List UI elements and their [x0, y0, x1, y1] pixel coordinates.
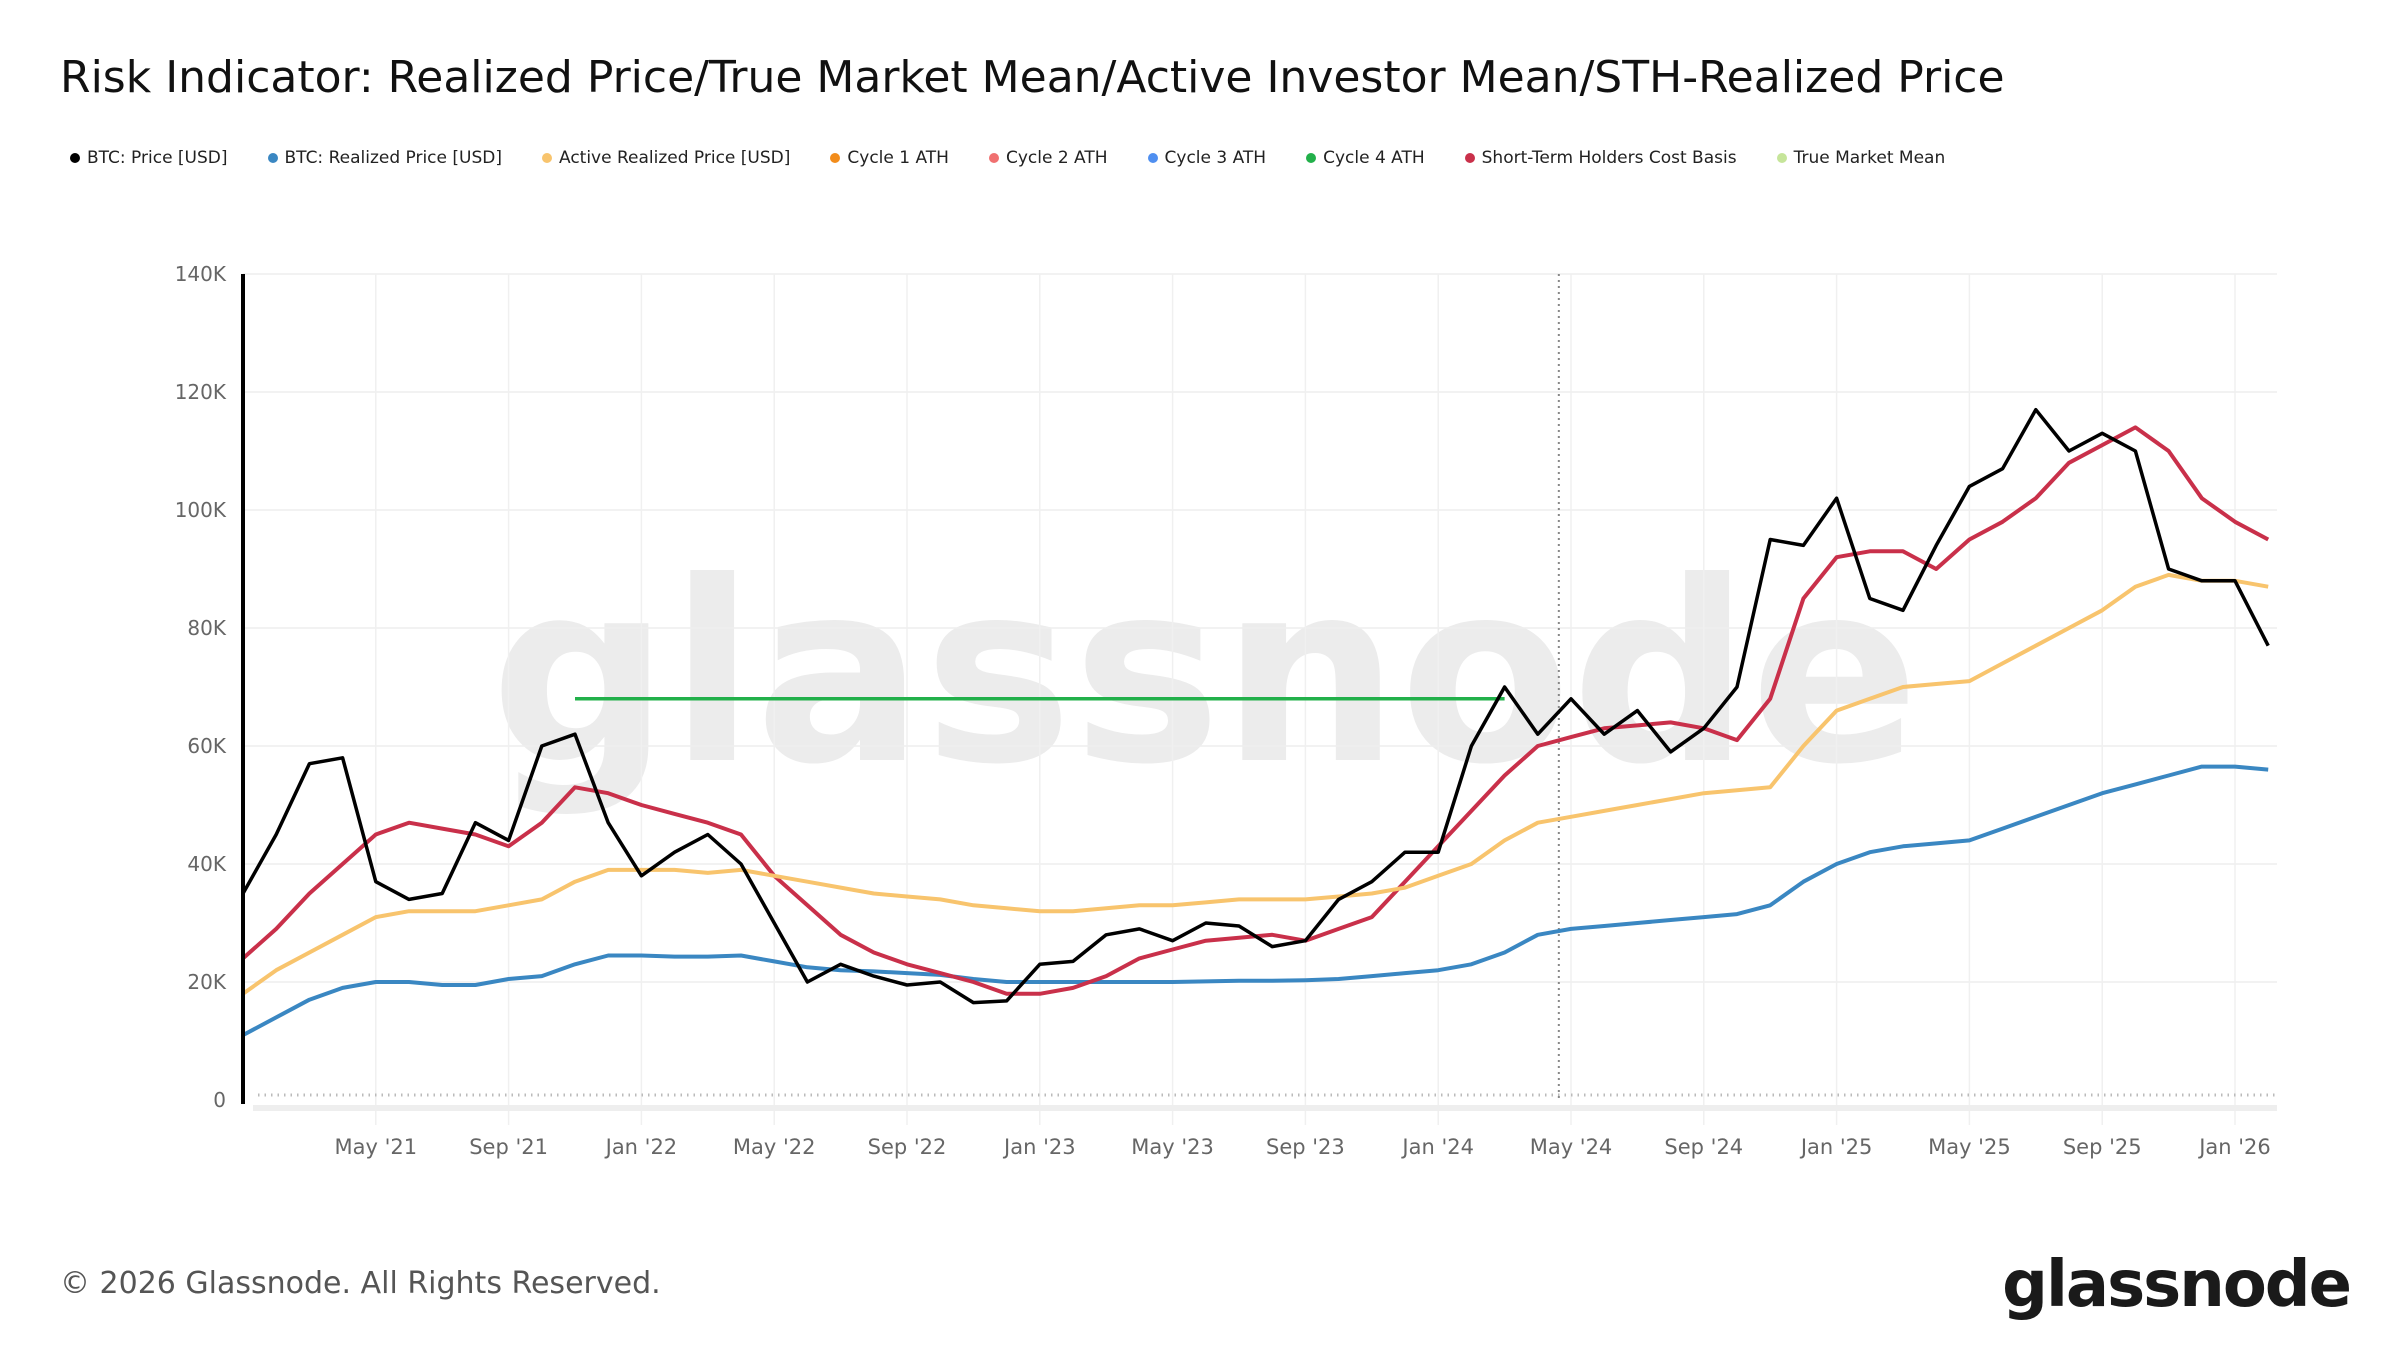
x-tick-label: Jan '26 — [2197, 1135, 2271, 1159]
series-line-btc-price-usd — [241, 407, 2270, 1005]
x-tick-label: Sep '24 — [1664, 1135, 1743, 1159]
legend-dot-icon — [1464, 153, 1475, 163]
y-tick-label: 20K — [187, 970, 226, 994]
y-tick-label: 0 — [213, 1088, 226, 1112]
legend-label: Short-Term Holders Cost Basis — [1481, 148, 1737, 168]
legend-dot-icon — [541, 153, 552, 163]
legend-dot-icon — [1306, 153, 1317, 163]
range-scrollbar[interactable] — [253, 1105, 2277, 1111]
legend-item[interactable]: Cycle 4 ATH — [1306, 148, 1425, 168]
legend-item[interactable]: Cycle 3 ATH — [1147, 148, 1267, 168]
legend-dot-icon — [70, 153, 80, 163]
x-tick-label: Jan '24 — [1400, 1135, 1474, 1159]
legend-label: Cycle 4 ATH — [1323, 148, 1425, 168]
legend-dot-icon — [830, 153, 841, 163]
legend-label: Cycle 3 ATH — [1164, 148, 1267, 168]
x-tick-label: Sep '23 — [1266, 1135, 1345, 1159]
glassnode-logo: glassnode — [2002, 1248, 2352, 1322]
series-line-btc-realized-price-usd — [242, 764, 2269, 1037]
x-tick-label: May '25 — [1928, 1135, 2011, 1159]
legend-dot-icon — [1776, 153, 1787, 163]
y-tick-label: 120K — [175, 380, 227, 404]
legend-label: True Market Mean — [1793, 148, 1946, 168]
legend-item[interactable]: True Market Mean — [1776, 148, 1946, 168]
x-tick-label: May '22 — [733, 1135, 816, 1159]
y-tick-label: 60K — [187, 734, 226, 758]
legend-label: Cycle 2 ATH — [1005, 148, 1108, 168]
legend-item[interactable]: Cycle 2 ATH — [988, 148, 1108, 168]
legend-dot-icon — [267, 153, 278, 163]
copyright: © 2026 Glassnode. All Rights Reserved. — [60, 1266, 661, 1301]
legend-item[interactable]: BTC: Realized Price [USD] — [267, 148, 502, 168]
x-tick-label: May '21 — [335, 1135, 418, 1159]
x-tick-label: Sep '21 — [469, 1135, 548, 1159]
legend-label: BTC: Price [USD] — [87, 148, 228, 168]
series-line-active-realized-price-usd — [241, 572, 2269, 996]
legend: BTC: Price [USD] BTC: Realized Price [USD… — [70, 148, 1945, 168]
legend-dot-icon — [1147, 153, 1158, 163]
y-tick-label: 40K — [187, 852, 226, 876]
legend-item[interactable]: BTC: Price [USD] — [70, 148, 228, 168]
x-tick-label: Sep '25 — [2063, 1135, 2142, 1159]
y-tick-label: 80K — [187, 616, 226, 640]
legend-dot-icon — [988, 153, 999, 163]
y-tick-label: 140K — [175, 262, 227, 286]
legend-label: Active Realized Price [USD] — [558, 148, 791, 168]
legend-item[interactable]: Active Realized Price [USD] — [541, 148, 791, 168]
x-tick-label: May '24 — [1530, 1135, 1613, 1159]
x-tick-label: Jan '22 — [604, 1135, 678, 1159]
x-tick-label: May '23 — [1131, 1135, 1214, 1159]
x-tick-label: Jan '23 — [1002, 1135, 1076, 1159]
chart-title: Risk Indicator: Realized Price/True Mark… — [60, 52, 2005, 103]
legend-label: BTC: Realized Price [USD] — [284, 148, 502, 168]
legend-item[interactable]: Short-Term Holders Cost Basis — [1464, 148, 1737, 168]
legend-item[interactable]: Cycle 1 ATH — [830, 148, 949, 168]
watermark: glassnode — [490, 528, 1919, 819]
x-tick-label: Sep '22 — [868, 1135, 947, 1159]
legend-label: Cycle 1 ATH — [847, 148, 949, 168]
x-tick-label: Jan '25 — [1799, 1135, 1873, 1159]
y-tick-label: 100K — [175, 498, 227, 522]
